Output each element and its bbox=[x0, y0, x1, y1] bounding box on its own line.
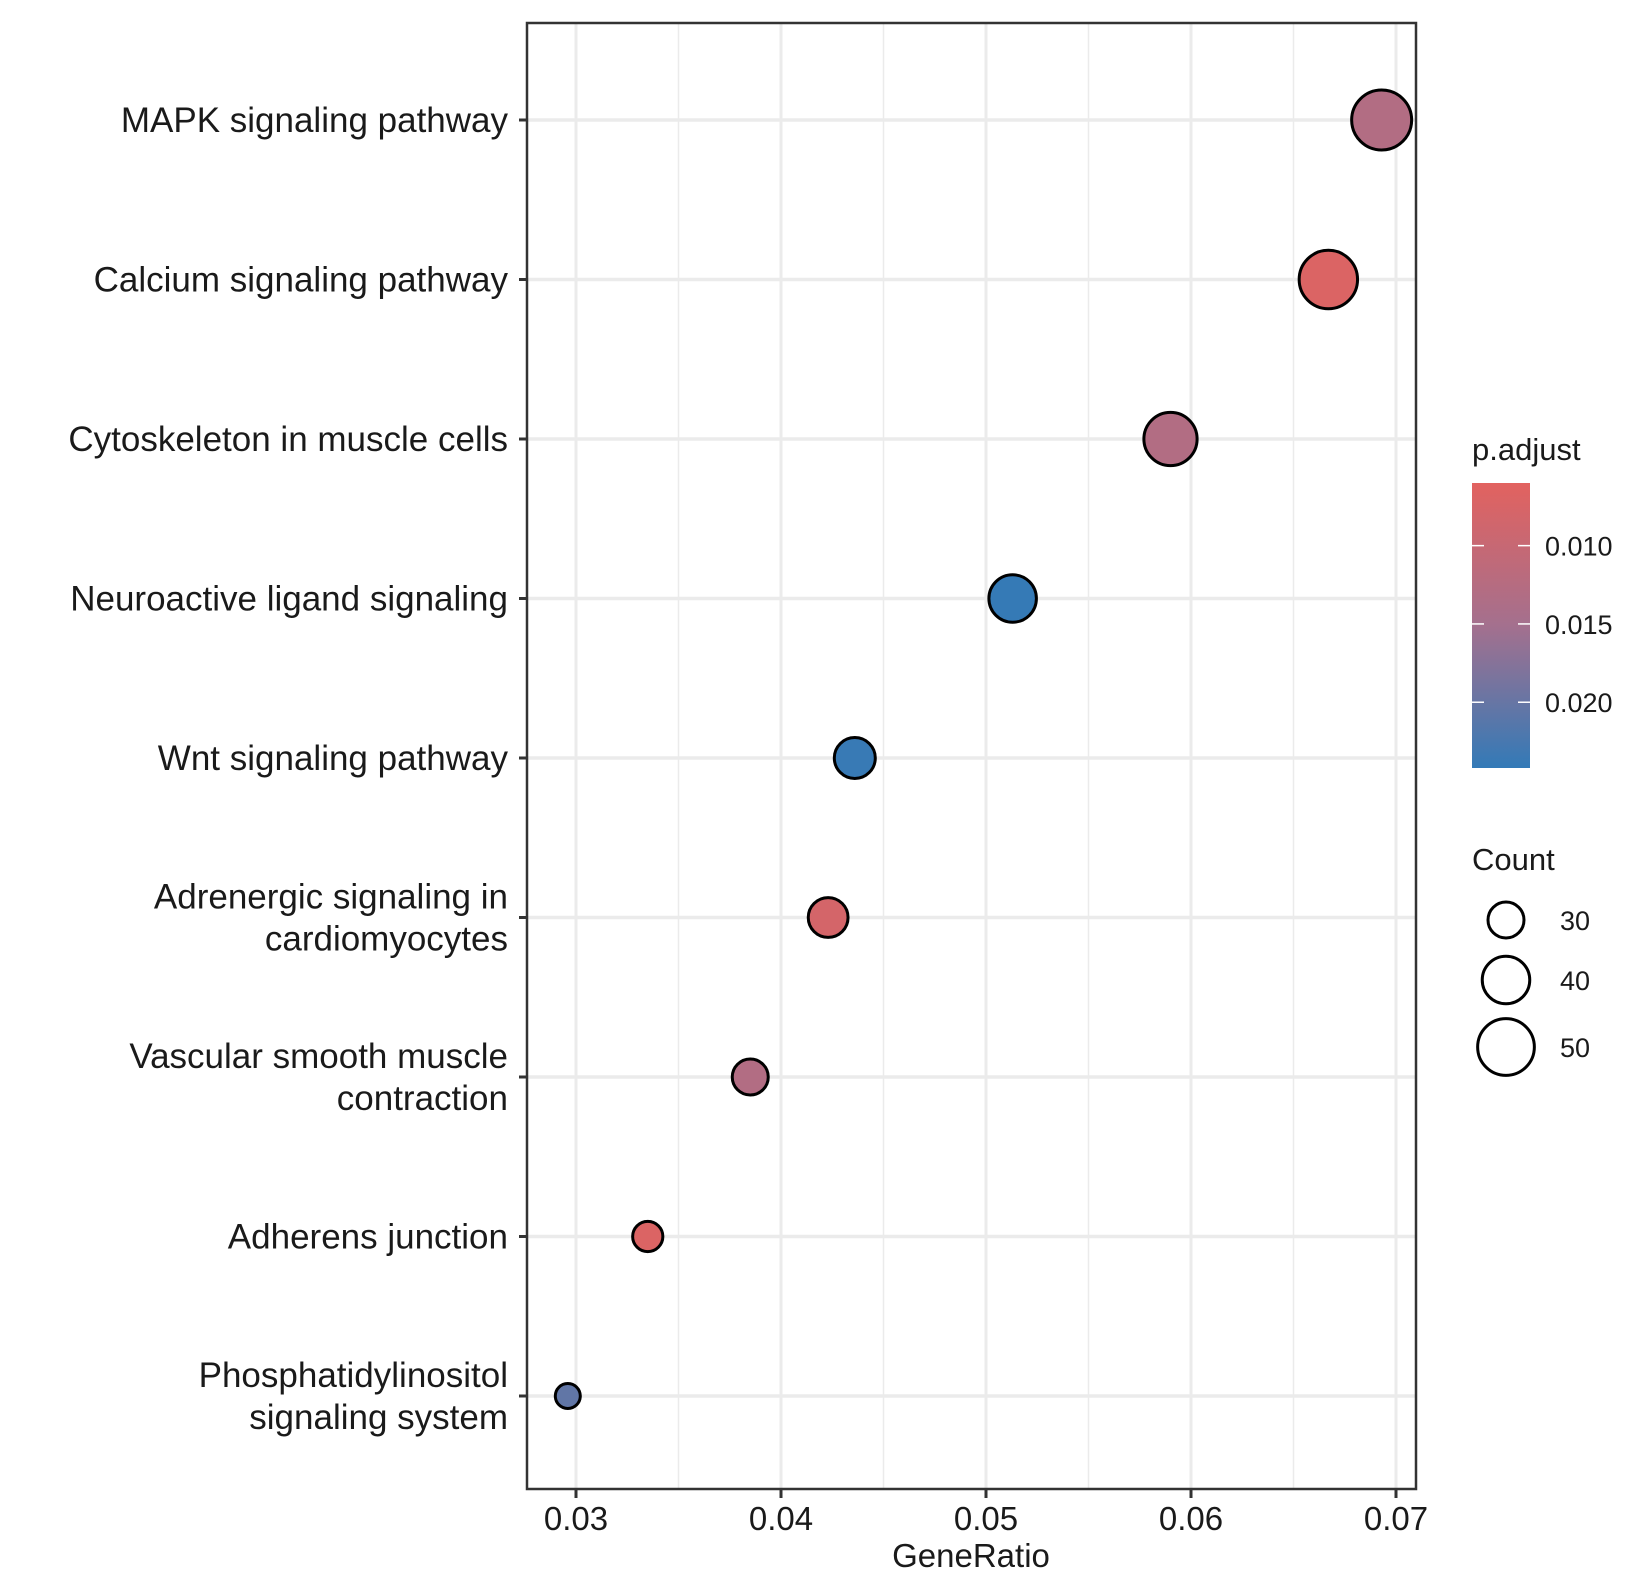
color-legend-title: p.adjust bbox=[1472, 432, 1581, 467]
x-axis: 0.03 0.04 0.05 0.06 0.07 bbox=[544, 1489, 1428, 1537]
grid-lines bbox=[527, 23, 1416, 1489]
data-point bbox=[1142, 410, 1199, 468]
size-legend: Count 30 40 50 bbox=[1472, 842, 1590, 1077]
size-legend-label: 40 bbox=[1560, 966, 1590, 996]
y-tick-label: MAPK signaling pathway bbox=[121, 101, 509, 140]
data-point bbox=[987, 573, 1038, 624]
y-tick-label: Adherens junction bbox=[228, 1218, 508, 1257]
y-tick-label: contraction bbox=[337, 1079, 508, 1118]
data-point bbox=[553, 1382, 582, 1410]
y-tick-label: Phosphatidylinositol bbox=[199, 1356, 508, 1395]
data-point bbox=[1297, 248, 1360, 311]
size-legend-label: 50 bbox=[1560, 1033, 1590, 1063]
color-legend-label: 0.015 bbox=[1545, 610, 1613, 640]
color-legend-label: 0.010 bbox=[1545, 532, 1613, 562]
x-tick-label: 0.06 bbox=[1159, 1500, 1223, 1537]
y-tick-label: Adrenergic signaling in bbox=[154, 878, 508, 917]
y-tick-label: Cytoskeleton in muscle cells bbox=[68, 420, 508, 459]
color-bar bbox=[1472, 483, 1530, 768]
y-tick-label: Calcium signaling pathway bbox=[94, 261, 509, 300]
data-point bbox=[806, 896, 850, 939]
y-axis: MAPK signaling pathway Calcium signaling … bbox=[68, 101, 527, 1437]
plot-panel-border bbox=[525, 21, 1418, 1491]
data-point bbox=[832, 736, 877, 780]
y-tick-label: Neuroactive ligand signaling bbox=[70, 580, 508, 619]
y-tick-label: Vascular smooth muscle bbox=[129, 1037, 508, 1076]
x-axis-title: GeneRatio bbox=[892, 1537, 1050, 1574]
x-tick-label: 0.04 bbox=[749, 1500, 813, 1537]
y-tick-label: signaling system bbox=[249, 1398, 508, 1437]
x-tick-label: 0.07 bbox=[1364, 1500, 1428, 1537]
color-legend: p.adjust 0.010 0.015 0.020 bbox=[1472, 432, 1613, 768]
size-legend-circle bbox=[1486, 900, 1526, 940]
data-points bbox=[553, 88, 1414, 1410]
x-tick-label: 0.03 bbox=[544, 1500, 608, 1537]
data-point bbox=[730, 1057, 770, 1097]
x-tick-label: 0.05 bbox=[954, 1500, 1018, 1537]
size-legend-circle bbox=[1480, 954, 1532, 1006]
data-point bbox=[1350, 88, 1414, 152]
y-tick-label: Wnt signaling pathway bbox=[158, 739, 509, 778]
size-legend-title: Count bbox=[1472, 842, 1555, 877]
size-legend-label: 30 bbox=[1560, 906, 1590, 936]
data-point bbox=[631, 1219, 665, 1254]
y-tick-label: cardiomyocytes bbox=[265, 920, 508, 959]
size-legend-circle bbox=[1476, 1017, 1536, 1077]
color-legend-label: 0.020 bbox=[1545, 688, 1613, 718]
